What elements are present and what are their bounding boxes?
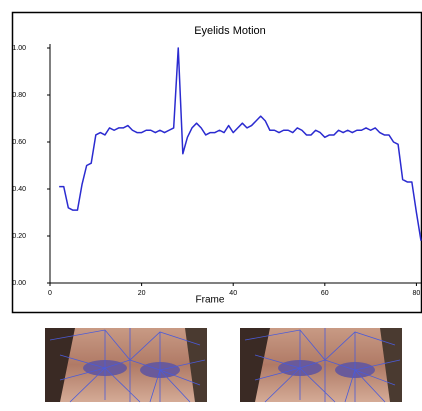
face-image-right [240,328,402,402]
y-tick-label: 0.20 [12,233,26,240]
y-tick-label: 0.40 [12,186,26,193]
x-tick-label: 20 [138,290,146,297]
chart-title: Eyelids Motion [194,25,266,37]
y-tick-label: 1.00 [12,45,26,52]
y-tick-label: 0.00 [12,280,26,287]
x-axis-label: Frame [196,295,225,306]
x-tick-label: 0 [48,290,52,297]
figure: Eyelids Motion Frame 0.00 0.20 0.40 0.60 0.8… [0,0,422,406]
x-tick-label: 40 [229,290,237,297]
x-tick-label: 80 [413,290,421,297]
y-tick-label: 0.80 [12,92,26,99]
chart-frame [13,13,422,313]
y-tick-label: 0.60 [12,139,26,146]
face-image-left [45,328,207,402]
x-tick-label: 60 [321,290,329,297]
